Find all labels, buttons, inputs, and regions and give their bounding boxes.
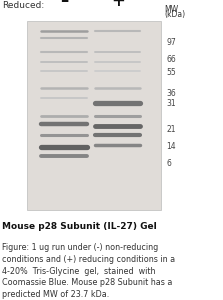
Text: 97: 97 [166, 38, 176, 47]
Text: 31: 31 [166, 99, 176, 108]
Text: 55: 55 [166, 68, 176, 77]
Text: 21: 21 [166, 125, 176, 134]
Text: 14: 14 [166, 142, 176, 151]
Text: Figure: 1 ug run under (-) non-reducing
conditions and (+) reducing conditions i: Figure: 1 ug run under (-) non-reducing … [2, 243, 175, 299]
Text: (kDa): (kDa) [164, 11, 185, 20]
Text: 6: 6 [166, 159, 171, 168]
Text: Mouse p28 Subunit (IL-27) Gel: Mouse p28 Subunit (IL-27) Gel [2, 222, 157, 231]
Text: +: + [111, 0, 125, 10]
Text: MW: MW [164, 4, 178, 14]
Text: 36: 36 [166, 89, 176, 98]
Text: –: – [60, 0, 68, 10]
Text: Reduced:: Reduced: [2, 2, 44, 10]
Text: 66: 66 [166, 55, 176, 64]
Bar [27, 21, 161, 210]
